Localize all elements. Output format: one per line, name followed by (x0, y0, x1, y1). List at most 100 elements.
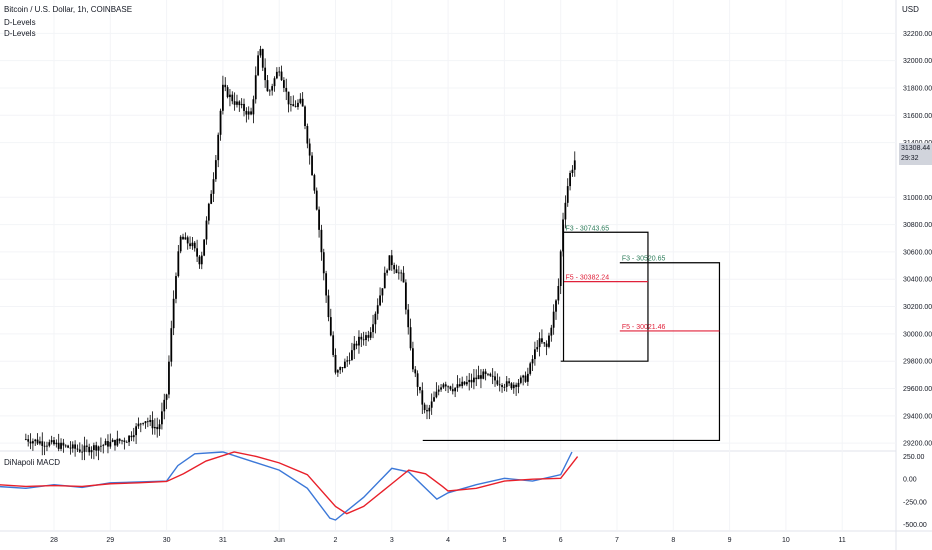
price-tick-0: 32200.00 (903, 31, 932, 38)
candle-body (132, 435, 135, 438)
price-tick-12: 29600.00 (903, 386, 932, 393)
candle-body (381, 288, 384, 296)
candle-body (153, 426, 156, 429)
candle-body (175, 276, 177, 299)
candle-body (526, 373, 529, 382)
candle-body (569, 172, 571, 187)
macd-line (0, 451, 573, 521)
candle-body (219, 110, 222, 135)
price-tick-13: 29400.00 (903, 413, 932, 420)
candle-body (280, 71, 283, 81)
candle-body (489, 373, 492, 376)
candle-body (168, 361, 170, 395)
candle-body (203, 239, 206, 256)
candle-body (444, 384, 447, 387)
candle-body (308, 143, 311, 156)
candle-body (404, 282, 407, 310)
indicator-label-1[interactable]: D-Levels (4, 18, 36, 27)
candle-body (550, 327, 553, 336)
candle-body (95, 445, 98, 451)
candle-body (111, 439, 114, 442)
indicator-label-2[interactable]: D-Levels (4, 29, 36, 38)
symbol-title[interactable]: Bitcoin / U.S. Dollar, 1h, COINBASE (4, 5, 133, 14)
candle-body (536, 347, 539, 350)
candle-body (97, 446, 100, 451)
candle-body (395, 269, 398, 274)
candle-body (442, 384, 445, 388)
candle-body (271, 86, 274, 91)
candle-body (531, 359, 534, 364)
candle-body (198, 256, 201, 265)
candle-body (533, 349, 536, 360)
candle-body (264, 67, 267, 81)
candle-body (229, 94, 231, 98)
candle-body (299, 98, 302, 103)
candle-body (231, 94, 234, 102)
candle-body (428, 407, 431, 412)
time-tick-13: 10 (782, 537, 790, 544)
candle-body (473, 377, 475, 383)
candle-body (353, 343, 356, 351)
candle-body (571, 169, 574, 173)
candle-body (491, 375, 494, 377)
candle-body (388, 255, 391, 271)
candle-body (426, 410, 428, 412)
candle-body (196, 248, 198, 257)
candle-body (301, 98, 304, 107)
candle-body (60, 442, 62, 449)
candle-body (123, 440, 126, 442)
time-axis[interactable]: 28 29 30 31 Jun 2 3 4 5 6 7 8 9 10 11 (0, 530, 932, 544)
candle-body (50, 440, 53, 443)
price-axis[interactable]: 32200.0032000.0031800.0031600.0031400.00… (903, 31, 932, 529)
candle-body (334, 354, 337, 373)
candle-body (100, 445, 102, 447)
candle-body (186, 237, 189, 244)
candle-body (379, 295, 381, 306)
candle-body (515, 384, 518, 387)
candle-body (358, 336, 360, 346)
macd-label[interactable]: DiNapoli MACD (4, 458, 61, 467)
candle-body (172, 298, 175, 329)
candle-body (29, 441, 32, 444)
candle-body (46, 445, 48, 447)
candle-body (135, 426, 138, 436)
candle-body (243, 103, 245, 111)
candle-body (573, 160, 576, 170)
candle-body (170, 328, 173, 362)
candle-body (407, 309, 410, 328)
candle-body (557, 286, 560, 301)
candle-body (34, 439, 37, 442)
candle-body (88, 446, 91, 453)
candle-body (83, 445, 86, 452)
candle-body (510, 383, 513, 389)
candle-body (555, 300, 557, 312)
candle-body (365, 335, 367, 340)
candle-body (430, 401, 433, 408)
fib-label: F3 - 30743.65 (566, 225, 610, 232)
price-tick-6: 30800.00 (903, 222, 932, 229)
candle-body (275, 71, 278, 79)
candle-body (287, 91, 290, 105)
candle-body (217, 134, 220, 161)
candle-body (64, 445, 67, 447)
candles-layer (24, 45, 576, 461)
chart-grid (0, 0, 897, 550)
candle-body (386, 270, 389, 273)
macd-tick-3: -500.00 (903, 522, 927, 529)
candle-body (306, 126, 309, 144)
candle-body (189, 243, 191, 247)
candle-body (27, 439, 30, 442)
candle-body (505, 381, 508, 387)
candle-body (327, 295, 330, 318)
candle-body (440, 387, 442, 390)
candle-body (193, 242, 196, 249)
candle-body (156, 426, 159, 430)
candle-body (315, 190, 318, 210)
candle-body (297, 102, 299, 107)
fib-bracket-1 (422, 262, 721, 442)
candle-body (566, 186, 569, 203)
candle-body (538, 338, 541, 348)
candle-body (336, 370, 339, 373)
candle-body (285, 87, 288, 92)
